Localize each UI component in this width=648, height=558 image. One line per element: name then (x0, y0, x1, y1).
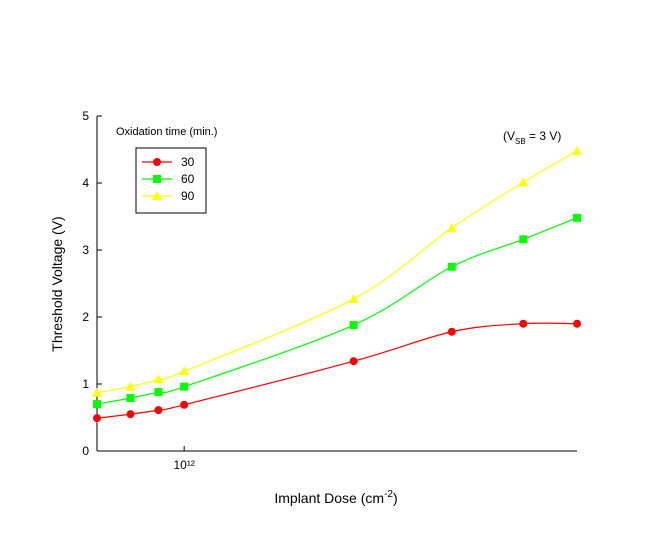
marker (154, 388, 163, 397)
y-tick-label: 0 (82, 444, 89, 458)
marker (573, 213, 581, 222)
series-line (96, 217, 578, 405)
marker (125, 381, 136, 391)
y-tick-label: 1 (82, 377, 89, 391)
marker (518, 177, 529, 187)
legend-label: 30 (181, 155, 195, 169)
y-tick-label: 2 (82, 310, 89, 324)
marker (179, 366, 190, 376)
series-line (96, 150, 578, 394)
marker (349, 357, 358, 366)
marker (153, 374, 164, 384)
x-tick-label: 10¹² (173, 458, 194, 472)
marker (93, 400, 101, 409)
y-tick-label: 3 (82, 243, 89, 257)
marker (348, 293, 359, 303)
marker (126, 394, 135, 403)
marker (153, 175, 161, 183)
marker (152, 191, 162, 200)
marker (446, 222, 457, 232)
legend-box (135, 147, 207, 214)
legend-label: 90 (181, 189, 195, 203)
marker (92, 387, 102, 397)
marker (126, 410, 135, 419)
marker (349, 321, 358, 330)
y-tick-label: 4 (82, 176, 89, 190)
annotation: (VSB = 3 V) (503, 129, 561, 146)
y-tick-label: 5 (82, 109, 89, 123)
marker (573, 319, 581, 328)
marker (180, 382, 189, 391)
marker (93, 414, 101, 423)
marker (154, 406, 163, 415)
x-axis-label: Implant Dose (cm-2) (274, 489, 397, 506)
marker (519, 319, 528, 328)
series-line (96, 322, 578, 419)
legend-title: Oxidation time (min.) (116, 126, 217, 138)
marker (447, 262, 456, 271)
marker (153, 158, 161, 166)
marker (572, 145, 582, 155)
marker (180, 400, 189, 409)
marker (519, 235, 528, 244)
legend-label: 60 (181, 172, 195, 186)
y-axis-label: Threshold Voltage (V) (49, 216, 65, 351)
marker (447, 327, 456, 336)
